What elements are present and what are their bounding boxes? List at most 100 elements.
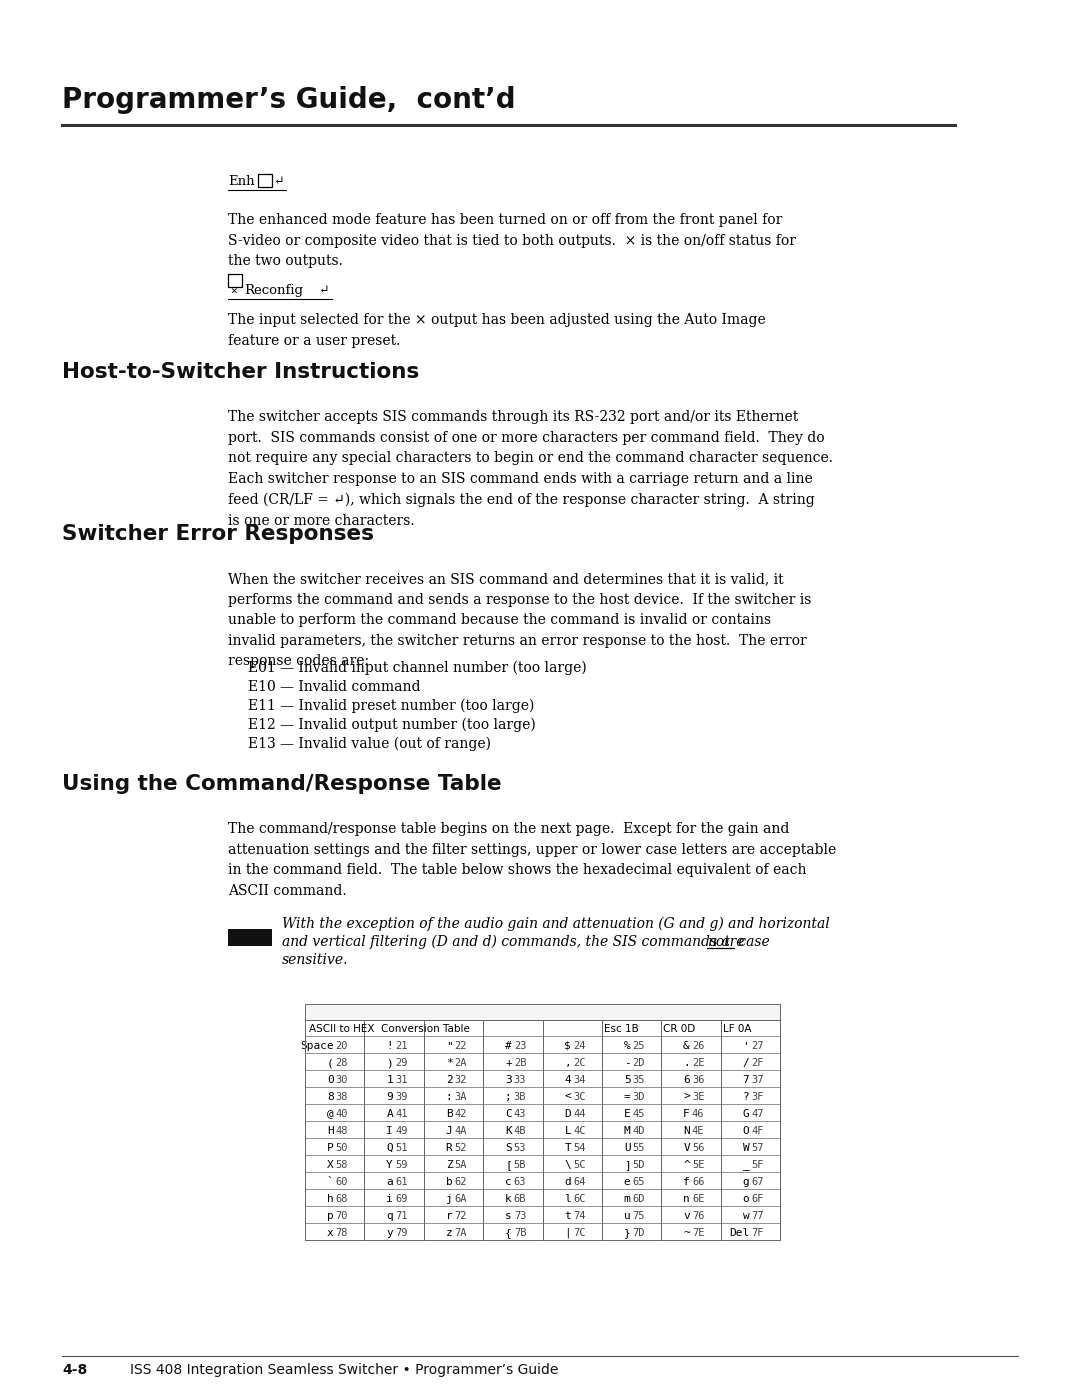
Text: The enhanced mode feature has been turned on or off from the front panel for
S-v: The enhanced mode feature has been turne… xyxy=(228,212,796,268)
Text: y: y xyxy=(387,1228,393,1238)
Text: _: _ xyxy=(743,1161,750,1171)
Text: |: | xyxy=(565,1228,571,1239)
Text: x: x xyxy=(327,1228,334,1238)
Text: 2: 2 xyxy=(446,1076,453,1085)
Text: LF 0A: LF 0A xyxy=(723,1024,751,1034)
Text: 55: 55 xyxy=(633,1143,645,1153)
Text: ↵: ↵ xyxy=(274,175,284,189)
Text: }: } xyxy=(624,1228,631,1238)
Text: 7D: 7D xyxy=(633,1228,645,1238)
Text: 36: 36 xyxy=(692,1076,704,1085)
Text: r: r xyxy=(446,1211,453,1221)
Text: 50: 50 xyxy=(336,1143,348,1153)
Text: %: % xyxy=(624,1041,631,1051)
Text: The input selected for the × output has been adjusted using the Auto Image
featu: The input selected for the × output has … xyxy=(228,313,766,348)
Text: 5A: 5A xyxy=(455,1160,467,1171)
Text: NOTE: NOTE xyxy=(232,935,266,944)
Text: 53: 53 xyxy=(514,1143,526,1153)
Text: L: L xyxy=(565,1126,571,1136)
Text: =: = xyxy=(624,1092,631,1102)
Text: ×: × xyxy=(260,177,267,187)
Text: 9: 9 xyxy=(387,1092,393,1102)
Text: 54: 54 xyxy=(573,1143,585,1153)
Text: /: / xyxy=(743,1058,750,1067)
Text: 64: 64 xyxy=(573,1178,585,1187)
Text: A: A xyxy=(387,1109,393,1119)
Text: 4: 4 xyxy=(565,1076,571,1085)
Text: Reconfig: Reconfig xyxy=(244,284,303,298)
Text: w: w xyxy=(743,1211,750,1221)
Text: Esc 1B: Esc 1B xyxy=(604,1024,638,1034)
Text: ?: ? xyxy=(743,1092,750,1102)
Text: ^: ^ xyxy=(684,1160,690,1171)
Text: 2A: 2A xyxy=(455,1058,467,1067)
Text: 49: 49 xyxy=(395,1126,407,1136)
Text: S: S xyxy=(505,1143,512,1153)
Text: 5: 5 xyxy=(624,1076,631,1085)
Text: 7: 7 xyxy=(743,1076,750,1085)
Text: 7B: 7B xyxy=(514,1228,526,1238)
Text: 2F: 2F xyxy=(752,1058,764,1067)
Text: O: O xyxy=(743,1126,750,1136)
Text: J: J xyxy=(446,1126,453,1136)
Text: 6E: 6E xyxy=(692,1194,704,1204)
Text: F: F xyxy=(684,1109,690,1119)
Text: 76: 76 xyxy=(692,1211,704,1221)
Text: 79: 79 xyxy=(395,1228,407,1238)
Text: 2E: 2E xyxy=(692,1058,704,1067)
Text: 5D: 5D xyxy=(633,1160,645,1171)
Text: \: \ xyxy=(565,1160,571,1171)
Text: 4C: 4C xyxy=(573,1126,585,1136)
Text: P: P xyxy=(327,1143,334,1153)
Text: M: M xyxy=(624,1126,631,1136)
Text: 78: 78 xyxy=(336,1228,348,1238)
Text: E10 — Invalid command: E10 — Invalid command xyxy=(248,680,420,694)
Text: 35: 35 xyxy=(633,1076,645,1085)
Text: U: U xyxy=(624,1143,631,1153)
Text: 3F: 3F xyxy=(752,1092,764,1102)
Text: 5C: 5C xyxy=(573,1160,585,1171)
Text: 26: 26 xyxy=(692,1041,704,1051)
Text: 42: 42 xyxy=(455,1109,467,1119)
Text: 71: 71 xyxy=(395,1211,407,1221)
Text: ": " xyxy=(446,1041,453,1051)
Text: 7C: 7C xyxy=(573,1228,585,1238)
Text: 65: 65 xyxy=(633,1178,645,1187)
Text: 7E: 7E xyxy=(692,1228,704,1238)
Text: `: ` xyxy=(327,1178,334,1187)
Text: H: H xyxy=(327,1126,334,1136)
Text: 25: 25 xyxy=(633,1041,645,1051)
Text: 70: 70 xyxy=(336,1211,348,1221)
Text: 67: 67 xyxy=(752,1178,764,1187)
Text: -: - xyxy=(624,1058,631,1067)
Text: 61: 61 xyxy=(395,1178,407,1187)
Text: 74: 74 xyxy=(573,1211,585,1221)
Text: m: m xyxy=(624,1194,631,1204)
Text: 24: 24 xyxy=(573,1041,585,1051)
Text: v: v xyxy=(684,1211,690,1221)
Text: :: : xyxy=(446,1092,453,1102)
Text: >: > xyxy=(684,1092,690,1102)
Text: I: I xyxy=(387,1126,393,1136)
Text: 73: 73 xyxy=(514,1211,526,1221)
Text: l: l xyxy=(565,1194,571,1204)
Text: 23: 23 xyxy=(514,1041,526,1051)
Text: 62: 62 xyxy=(455,1178,467,1187)
Text: Del: Del xyxy=(729,1228,750,1238)
Text: e: e xyxy=(624,1178,631,1187)
Text: 8: 8 xyxy=(327,1092,334,1102)
Text: 5E: 5E xyxy=(692,1160,704,1171)
Text: 57: 57 xyxy=(752,1143,764,1153)
Text: 4D: 4D xyxy=(633,1126,645,1136)
Text: G: G xyxy=(743,1109,750,1119)
Text: case: case xyxy=(734,935,770,949)
Text: 4E: 4E xyxy=(692,1126,704,1136)
Text: 6B: 6B xyxy=(514,1194,526,1204)
Text: 37: 37 xyxy=(752,1076,764,1085)
Text: 75: 75 xyxy=(633,1211,645,1221)
Text: 72: 72 xyxy=(455,1211,467,1221)
Text: 29: 29 xyxy=(395,1058,407,1067)
Text: Host-to-Switcher Instructions: Host-to-Switcher Instructions xyxy=(62,362,419,381)
Text: c: c xyxy=(505,1178,512,1187)
Text: ↵: ↵ xyxy=(319,284,329,298)
